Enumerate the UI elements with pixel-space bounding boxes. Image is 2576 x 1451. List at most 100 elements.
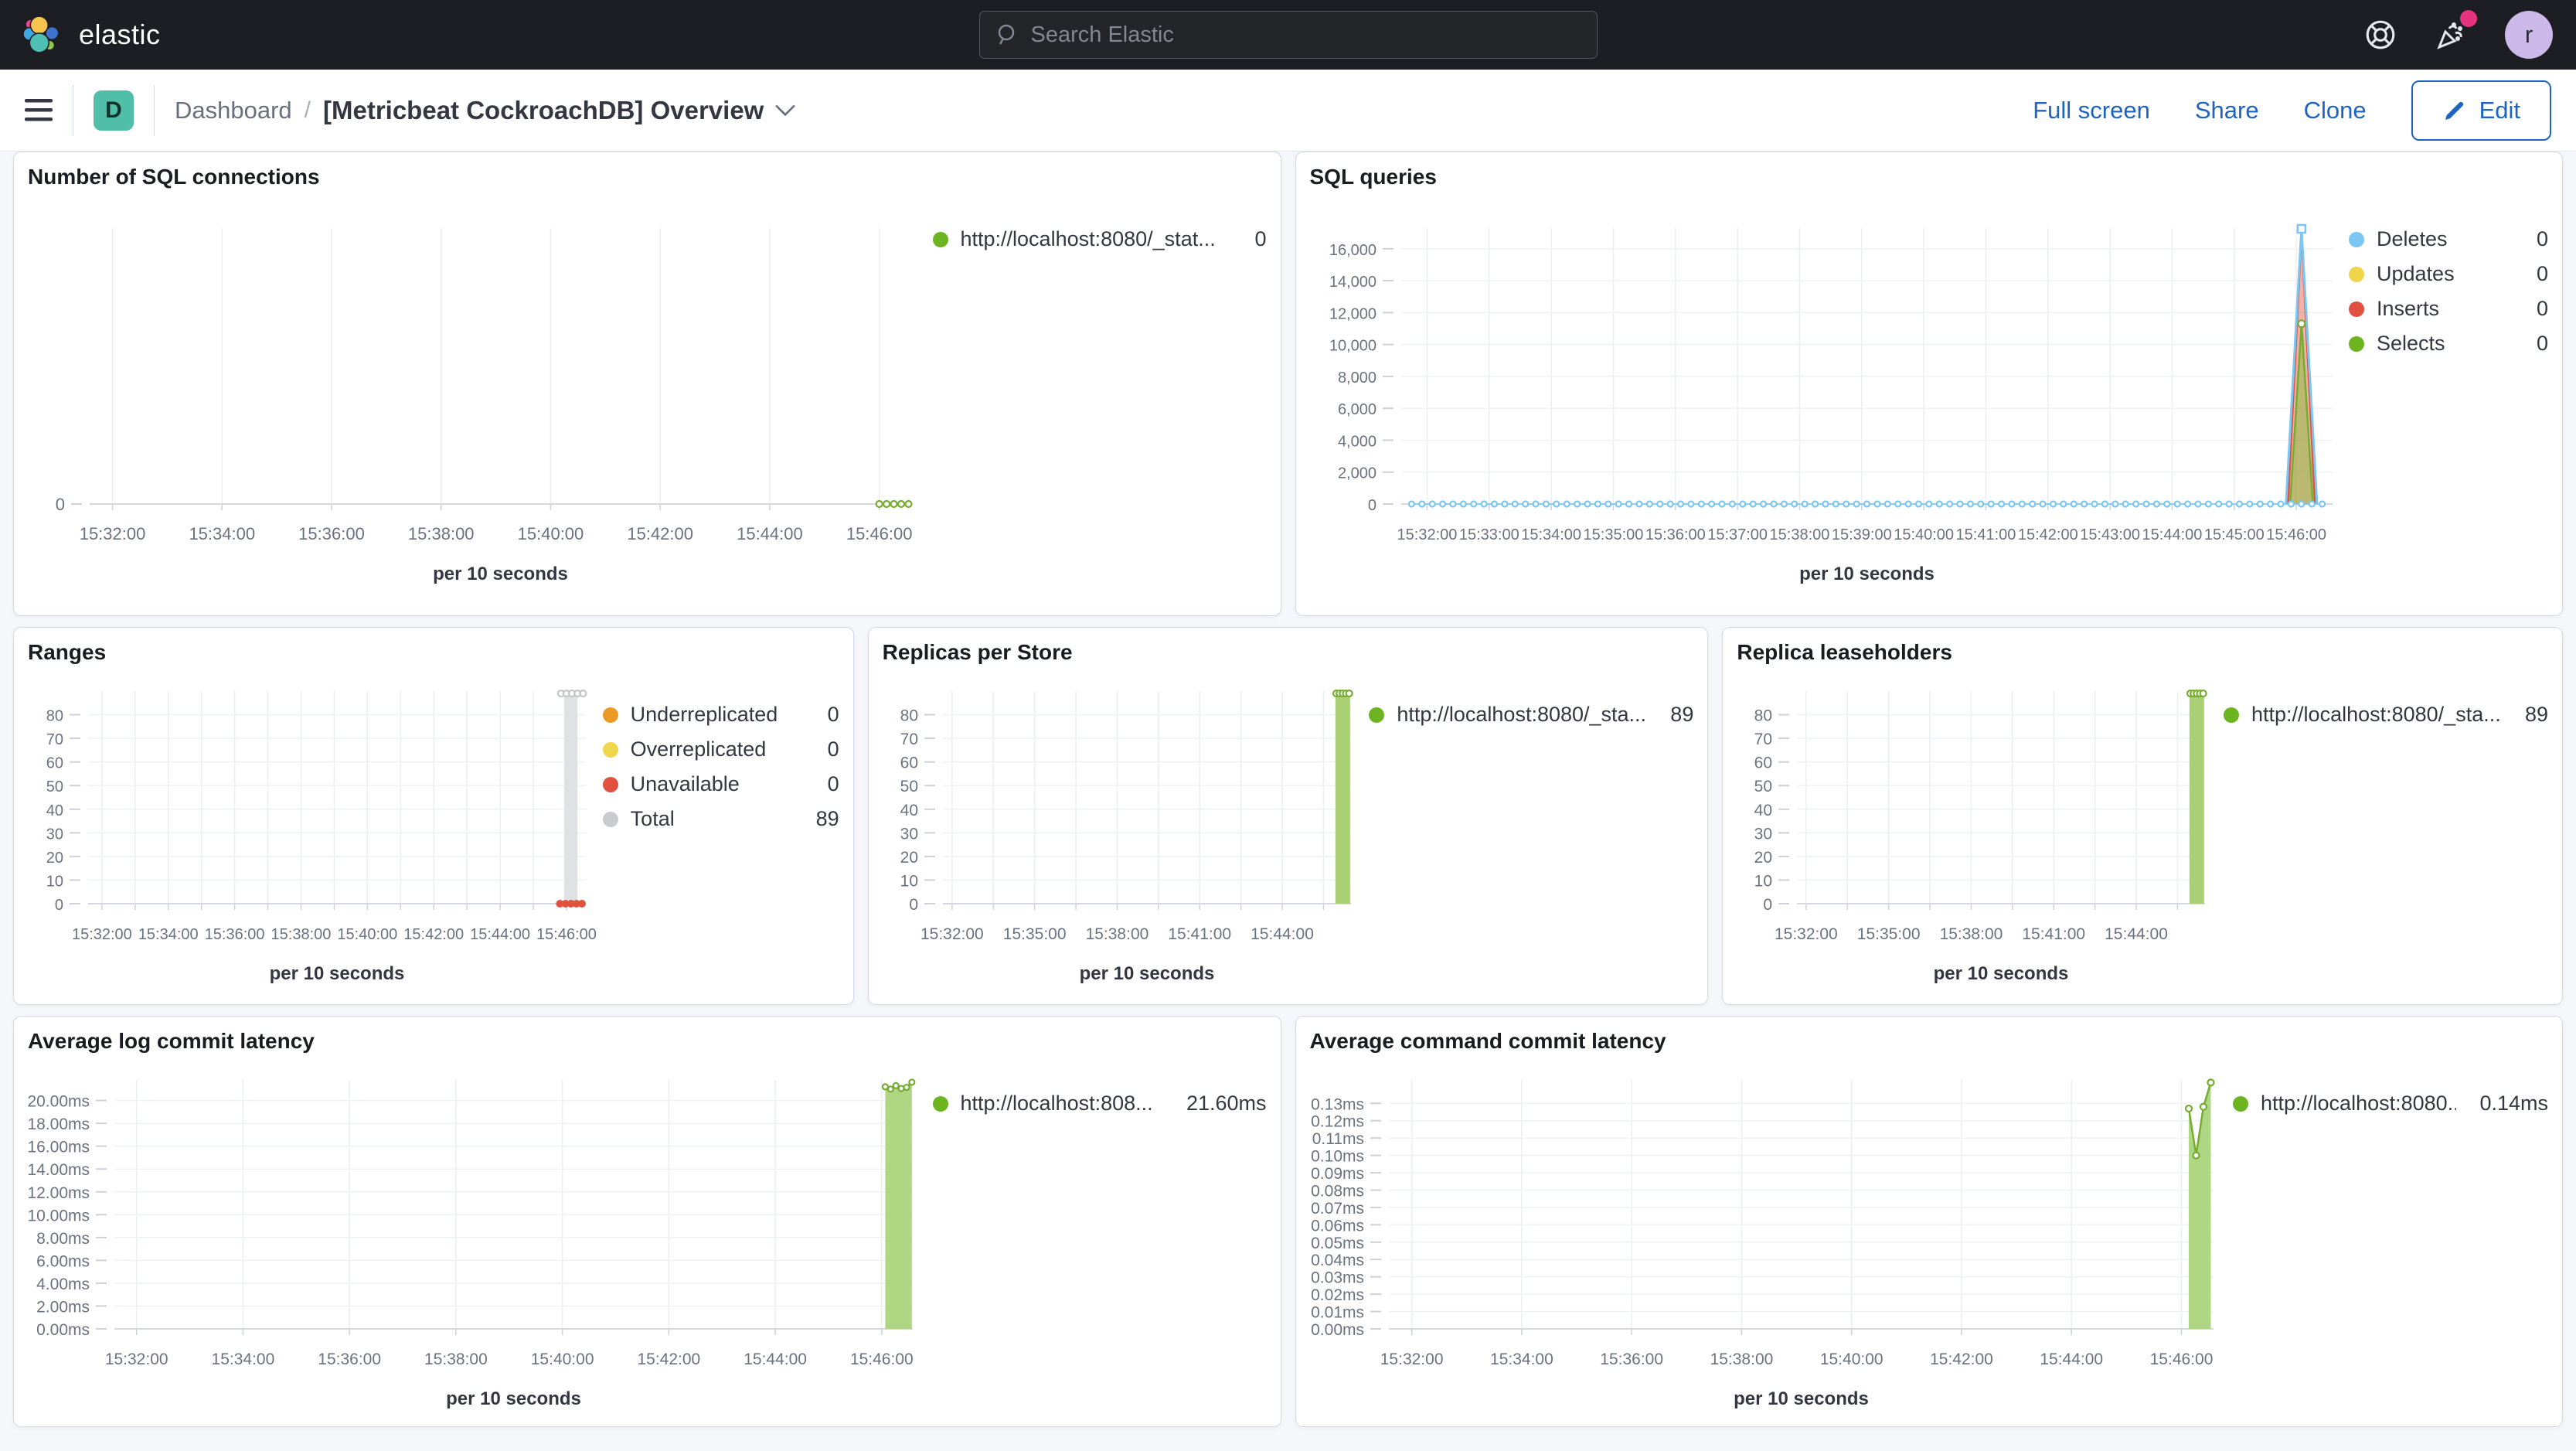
topbar-actions: r (2364, 10, 2553, 59)
svg-text:0: 0 (1764, 896, 1773, 914)
legend-label: Selects (2377, 332, 2445, 355)
space-badge[interactable]: D (94, 90, 134, 131)
svg-text:0.02ms: 0.02ms (1311, 1286, 1364, 1304)
legend-item[interactable]: Unavailable 0 (602, 767, 839, 802)
svg-text:80: 80 (1754, 707, 1772, 725)
chart-ranges[interactable]: 0 10 20 30 40 50 60 70 80 15:32:00 15:34:00 15:36:0… (28, 665, 603, 1001)
hamburger-icon (25, 98, 53, 121)
legend-item[interactable]: Updates 0 (2349, 257, 2548, 291)
user-avatar[interactable]: r (2505, 11, 2553, 59)
breadcrumb-dashboard[interactable]: Dashboard (175, 96, 292, 124)
chart-replica-leaseholders[interactable]: 0 10 20 30 40 50 60 70 80 15:32:00 15:35:00 15:38:0… (1737, 665, 2224, 1001)
legend-value: 89 (1670, 703, 1694, 726)
panel-number-of-sql-connections: Number of SQL connections 0 15:32:00 15:34… (13, 152, 1281, 616)
chart-average-command-commit-latency[interactable]: 0.00ms 0.01ms 0.02ms 0.03ms 0.04ms 0.05ms 0.06… (1310, 1054, 2234, 1423)
breadcrumb: Dashboard / [Metricbeat CockroachDB] Ove… (175, 96, 796, 125)
legend-swatch-icon (2349, 336, 2364, 352)
svg-text:10: 10 (46, 873, 63, 890)
legend-label: http://localhost:808... (960, 1092, 1153, 1115)
logo-text: elastic (79, 19, 161, 50)
svg-text:4,000: 4,000 (1337, 433, 1376, 450)
notification-dot (2460, 10, 2477, 27)
legend-item[interactable]: http://localhost:8080/_stat... 0 (932, 222, 1267, 257)
legend-value: 0 (827, 703, 839, 726)
legend-item[interactable]: Overreplicated 0 (602, 732, 839, 767)
svg-text:0: 0 (55, 897, 63, 914)
chart-average-log-commit-latency[interactable]: 0.00ms 2.00ms 4.00ms 6.00ms 8.00ms 10.00ms 12.… (28, 1054, 933, 1423)
svg-text:15:41:00: 15:41:00 (1168, 925, 1231, 943)
legend-value: 0 (2536, 227, 2548, 250)
svg-text:15:38:00: 15:38:00 (1710, 1351, 1773, 1368)
svg-text:0: 0 (1367, 497, 1376, 514)
full-screen-button[interactable]: Full screen (2033, 96, 2150, 124)
share-button[interactable]: Share (2194, 96, 2259, 124)
chart-replicas-per-store[interactable]: 0 10 20 30 40 50 60 70 80 15:32:00 15:35:00 15:38:0… (883, 665, 1370, 1001)
legend-label: http://localhost:8080/_sta... (1397, 703, 1647, 726)
svg-text:15:38:00: 15:38:00 (1769, 526, 1829, 543)
svg-text:80: 80 (46, 708, 63, 725)
panel-title: Average log commit latency (28, 1029, 315, 1053)
chevron-down-icon (775, 104, 796, 116)
elastic-logo[interactable]: elastic (23, 14, 161, 56)
legend-value: 89 (815, 807, 839, 830)
legend-swatch-icon (932, 231, 948, 247)
svg-text:2.00ms: 2.00ms (36, 1298, 90, 1316)
svg-text:per 10 seconds: per 10 seconds (433, 564, 568, 584)
legend-item[interactable]: Total 89 (602, 802, 839, 836)
svg-text:15:32:00: 15:32:00 (80, 524, 146, 543)
search-input[interactable] (1030, 22, 1581, 48)
chart-legend: http://localhost:8080/_sta... 89 (1369, 665, 1693, 1001)
panel-row: Number of SQL connections 0 15:32:00 15:34… (13, 152, 2563, 616)
svg-text:30: 30 (1754, 825, 1772, 843)
svg-text:0: 0 (909, 896, 918, 914)
menu-button[interactable] (25, 98, 53, 122)
search-icon (998, 24, 1014, 45)
svg-text:15:40:00: 15:40:00 (1894, 526, 1954, 543)
elastic-logo-icon (23, 15, 60, 53)
svg-text:15:41:00: 15:41:00 (1955, 526, 2016, 543)
legend-item[interactable]: http://localhost:808... 21.60ms (932, 1086, 1267, 1121)
legend-swatch-icon (602, 776, 618, 792)
edit-button[interactable]: Edit (2411, 80, 2551, 141)
legend-item[interactable]: http://localhost:8080... 0.14ms (2233, 1086, 2548, 1121)
svg-text:20.00ms: 20.00ms (28, 1093, 90, 1111)
legend-value: 0 (2536, 262, 2548, 285)
svg-text:40: 40 (46, 802, 63, 819)
panel-title: Replica leaseholders (1737, 640, 1952, 664)
svg-text:18.00ms: 18.00ms (28, 1115, 90, 1133)
dashboard-title[interactable]: [Metricbeat CockroachDB] Overview (323, 96, 796, 125)
svg-text:15:44:00: 15:44:00 (737, 524, 803, 543)
legend-item[interactable]: Underreplicated 0 (602, 697, 839, 732)
legend-item[interactable]: Selects 0 (2349, 326, 2548, 361)
legend-item[interactable]: http://localhost:8080/_sta... 89 (2224, 697, 2548, 732)
clone-button[interactable]: Clone (2303, 96, 2367, 124)
newsfeed-button[interactable] (2434, 10, 2477, 52)
legend-item[interactable]: Inserts 0 (2349, 291, 2548, 326)
svg-text:20: 20 (46, 850, 63, 867)
dashboard-grid: Number of SQL connections 0 15:32:00 15:34… (0, 152, 2576, 1427)
legend-value: 0 (2536, 297, 2548, 320)
chart-legend: http://localhost:8080... 0.14ms (2233, 1054, 2548, 1423)
legend-swatch-icon (2349, 301, 2364, 317)
legend-item[interactable]: http://localhost:8080/_sta... 89 (1369, 697, 1693, 732)
legend-swatch-icon (932, 1095, 948, 1112)
chart-sql-queries[interactable]: 0 2,000 4,000 6,000 8,000 10,000 12,000 14,000 1… (1310, 189, 2350, 612)
svg-text:16.00ms: 16.00ms (28, 1139, 90, 1156)
divider (154, 84, 155, 136)
svg-text:50: 50 (900, 778, 917, 795)
svg-text:0: 0 (56, 495, 65, 514)
svg-text:0.11ms: 0.11ms (1312, 1130, 1363, 1148)
legend-label: http://localhost:8080/_stat... (960, 227, 1216, 250)
svg-text:12,000: 12,000 (1329, 305, 1376, 322)
svg-text:15:38:00: 15:38:00 (271, 926, 332, 943)
svg-text:15:34:00: 15:34:00 (1490, 1351, 1553, 1368)
legend-label: http://localhost:8080/_sta... (2251, 703, 2501, 726)
global-search[interactable] (978, 11, 1598, 59)
svg-text:15:39:00: 15:39:00 (1831, 526, 1891, 543)
chart-canvas: 0.00ms 2.00ms 4.00ms 6.00ms 8.00ms 10.00ms 12.… (28, 1078, 916, 1409)
legend-item[interactable]: Deletes 0 (2349, 222, 2548, 257)
svg-text:10: 10 (1754, 872, 1772, 890)
help-button[interactable] (2364, 19, 2397, 51)
chart-number-of-sql-connections[interactable]: 0 15:32:00 15:34:00 15:36:00 15:38:00 15:40:0… (28, 189, 933, 612)
svg-text:0.07ms: 0.07ms (1311, 1200, 1364, 1218)
